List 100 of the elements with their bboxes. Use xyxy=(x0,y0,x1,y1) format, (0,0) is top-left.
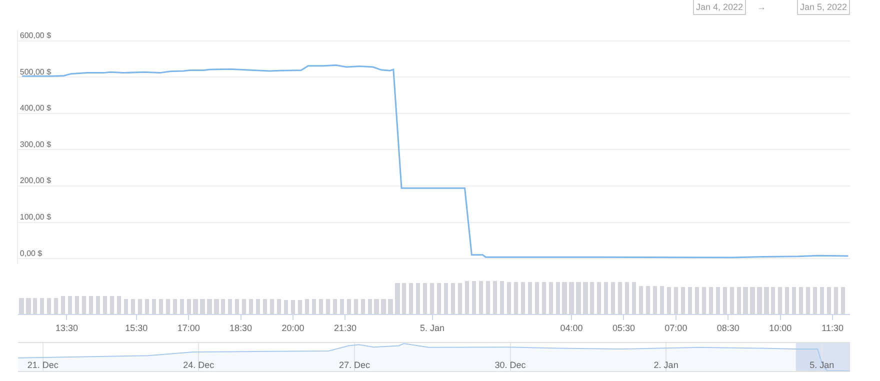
bar xyxy=(291,300,295,314)
x-tick-label: 08:30 xyxy=(716,322,740,333)
bar xyxy=(312,299,316,314)
bar xyxy=(207,299,212,314)
bar xyxy=(82,296,86,314)
bar xyxy=(409,283,413,314)
bar xyxy=(590,282,594,314)
bar xyxy=(187,299,191,314)
bar xyxy=(458,283,462,314)
x-tick-label: 13:30 xyxy=(55,322,78,333)
bar xyxy=(277,299,281,314)
x-tick-label: 2. Jan xyxy=(654,360,678,370)
text: → xyxy=(757,2,766,12)
bar xyxy=(757,287,762,314)
bar xyxy=(507,282,511,314)
bar xyxy=(361,299,365,314)
bar xyxy=(249,299,253,314)
bar xyxy=(131,299,135,314)
bar xyxy=(465,281,469,314)
bar xyxy=(326,299,330,314)
x-tick-label: 24. Dec xyxy=(183,360,215,370)
bar xyxy=(368,299,372,314)
bar xyxy=(556,282,560,314)
bar xyxy=(214,299,219,314)
bar xyxy=(381,299,386,314)
bar xyxy=(437,283,441,314)
bar xyxy=(319,299,323,314)
bar xyxy=(709,287,713,314)
bar xyxy=(542,282,546,314)
bar xyxy=(152,299,156,314)
text: Jan 4, 2022 xyxy=(696,2,744,12)
bar xyxy=(618,282,622,314)
bar xyxy=(228,299,232,314)
y-tick-label: 600,00 $ xyxy=(20,31,52,40)
bar xyxy=(688,287,692,314)
bar xyxy=(813,287,817,314)
bar xyxy=(827,287,831,314)
x-tick-label: 20:00 xyxy=(282,322,304,333)
y-tick-label: 100,00 $ xyxy=(20,212,52,222)
bar xyxy=(799,287,803,314)
bar xyxy=(117,296,121,314)
bar xyxy=(193,299,198,314)
bar xyxy=(180,299,184,314)
bar xyxy=(110,296,114,314)
x-tick-label: 07:00 xyxy=(664,322,688,333)
x-tick-label: 21. Dec xyxy=(27,360,59,370)
y-tick-label: 500,00 $ xyxy=(20,67,52,76)
bar xyxy=(270,299,274,314)
x-tick-label: 27. Dec xyxy=(338,360,370,370)
bar xyxy=(716,287,720,314)
y-tick-label: 200,00 $ xyxy=(20,176,52,186)
bar xyxy=(778,287,782,314)
x-tick-label: 21:30 xyxy=(334,322,356,333)
x-tick-label: 11:30 xyxy=(822,322,844,333)
bar xyxy=(535,282,539,314)
bar xyxy=(402,283,406,314)
bar xyxy=(340,299,344,314)
bar xyxy=(479,281,483,314)
bar xyxy=(841,287,845,314)
bar xyxy=(54,298,58,314)
bar xyxy=(26,298,31,314)
bar xyxy=(89,296,93,314)
bar xyxy=(639,286,643,314)
bar xyxy=(103,296,107,314)
bar xyxy=(221,299,225,314)
bar xyxy=(200,299,205,314)
y-tick-label: 0,00 $ xyxy=(20,248,43,258)
bar xyxy=(660,286,664,314)
bar xyxy=(646,286,650,314)
bar xyxy=(256,299,260,314)
bar xyxy=(263,299,267,314)
bar xyxy=(521,282,525,314)
bar xyxy=(730,287,734,314)
bar xyxy=(764,287,769,314)
x-tick-label: 5. Jan xyxy=(420,322,445,333)
bar xyxy=(723,287,727,314)
bar xyxy=(33,298,37,314)
bar xyxy=(771,287,775,314)
bar xyxy=(695,287,699,314)
bar xyxy=(562,282,567,314)
bar xyxy=(19,298,24,314)
bar xyxy=(806,287,810,314)
bar xyxy=(667,287,671,314)
text: Jan 5, 2022 xyxy=(800,2,848,12)
bar xyxy=(96,296,100,314)
bar xyxy=(145,299,149,314)
bar xyxy=(68,296,72,314)
bar xyxy=(166,299,170,314)
bar xyxy=(298,300,302,314)
bar xyxy=(834,287,838,314)
bar xyxy=(347,299,351,314)
bar xyxy=(305,299,309,314)
bar xyxy=(61,296,65,314)
bar xyxy=(486,281,490,314)
bar xyxy=(284,300,288,314)
bar xyxy=(47,298,51,314)
bar xyxy=(40,298,44,314)
bar xyxy=(702,287,706,314)
bar xyxy=(472,281,476,314)
x-tick-label: 18:30 xyxy=(230,322,252,333)
